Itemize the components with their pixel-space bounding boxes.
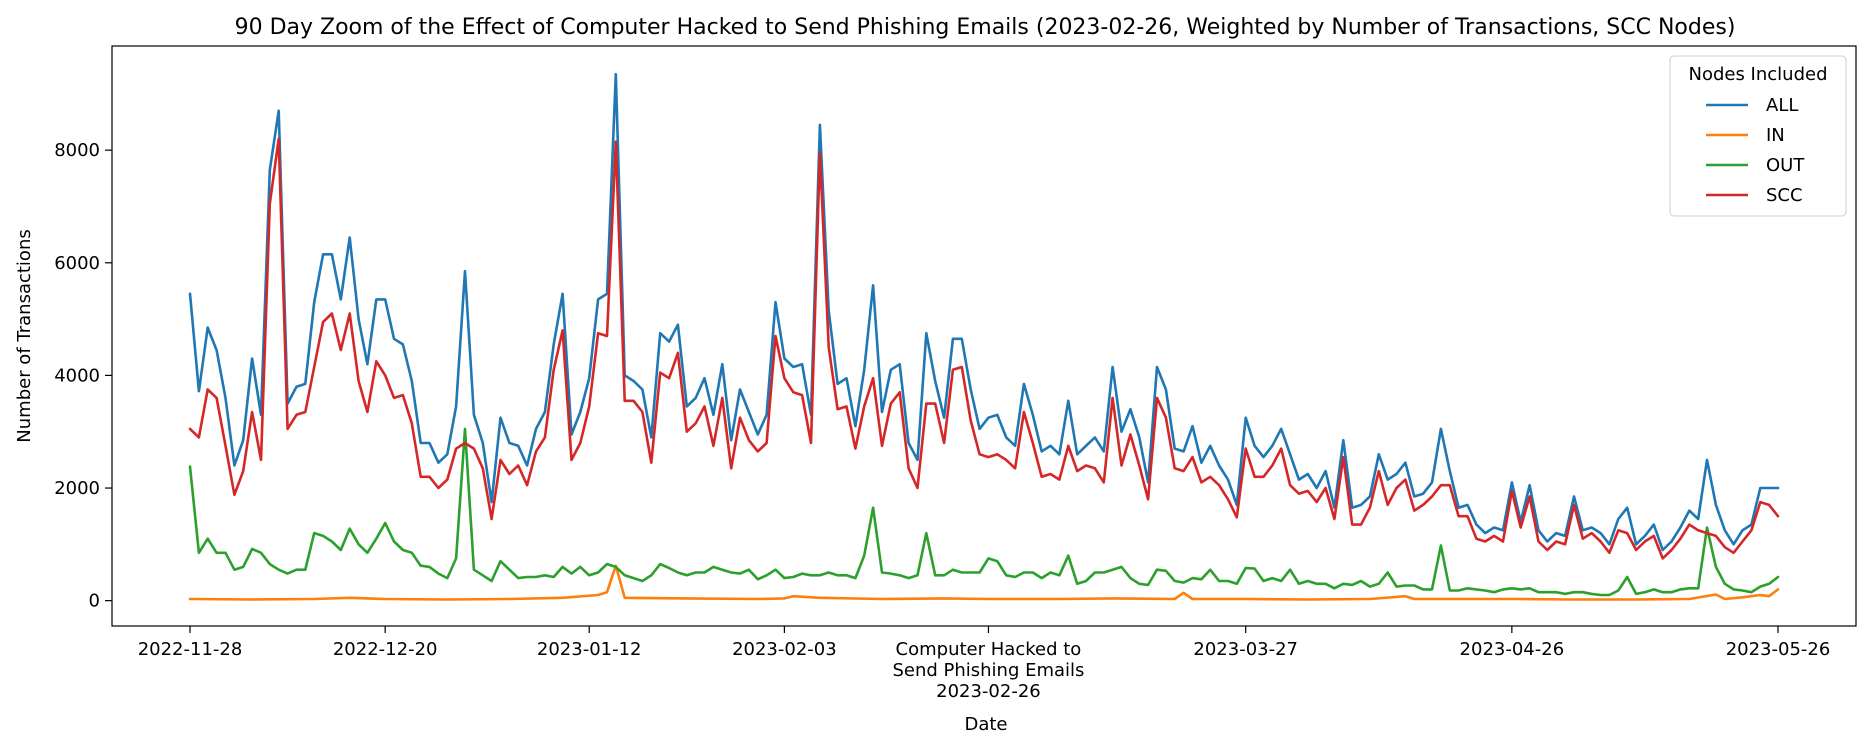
x-tick-label: 2023-01-12 xyxy=(537,639,642,660)
series-line-scc xyxy=(188,137,1780,560)
series-line-all xyxy=(188,72,1780,552)
y-tick-label: 6000 xyxy=(54,253,100,274)
legend-label-scc: SCC xyxy=(1766,185,1803,206)
legend: Nodes Included ALL IN OUT SCC xyxy=(1669,55,1847,217)
x-tick-label: Computer Hacked to Send Phishing Emails 20… xyxy=(892,639,1084,702)
x-tick-label: 2023-03-27 xyxy=(1193,639,1298,660)
axes-frame xyxy=(111,45,1857,627)
x-tick-label: 2023-02-03 xyxy=(732,639,837,660)
series-line-in xyxy=(188,564,1780,601)
y-tick-label: 8000 xyxy=(54,140,100,161)
x-tick-label: 2022-12-20 xyxy=(333,639,438,660)
x-axis-label: Date xyxy=(964,714,1007,735)
legend-label-all: ALL xyxy=(1766,95,1798,116)
x-tick-label: 2023-05-26 xyxy=(1726,639,1831,660)
legend-label-in: IN xyxy=(1766,125,1785,146)
x-tick-label: 2023-04-26 xyxy=(1460,639,1565,660)
plot-area xyxy=(188,72,1780,601)
y-axis-ticks: 0 2000 4000 6000 8000 xyxy=(54,140,112,612)
x-axis-ticks: 2022-11-28 2022-12-20 2023-01-12 2023-02-03… xyxy=(138,626,1831,702)
legend-title: Nodes Included xyxy=(1688,64,1827,85)
series-line-out xyxy=(188,427,1780,597)
x-tick-label: 2022-11-28 xyxy=(138,639,243,660)
y-axis-label: Number of Transactions xyxy=(14,229,35,442)
legend-box xyxy=(1669,55,1847,217)
y-tick-label: 4000 xyxy=(54,365,100,386)
chart-title: 90 Day Zoom of the Effect of Computer Ha… xyxy=(235,15,1736,40)
y-tick-label: 0 xyxy=(89,591,100,612)
y-tick-label: 2000 xyxy=(54,478,100,499)
legend-label-out: OUT xyxy=(1766,155,1805,176)
